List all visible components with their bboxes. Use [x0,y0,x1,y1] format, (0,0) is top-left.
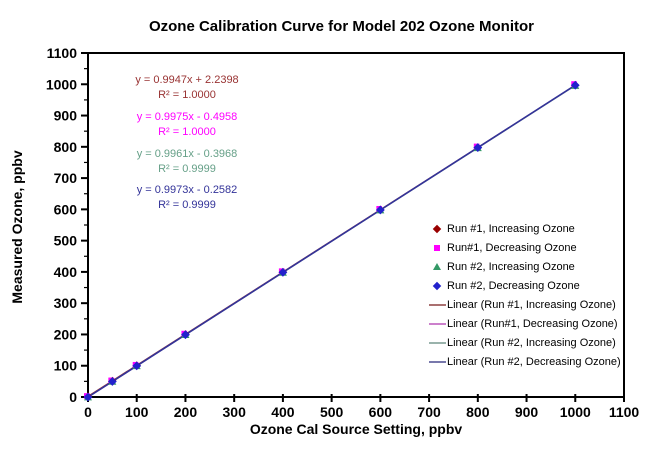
y-tick-label: 1000 [46,76,77,92]
y-tick-label: 200 [54,326,78,342]
x-tick-label: 0 [84,404,92,420]
y-axis-title: Measured Ozone, ppbv [9,150,25,304]
marker-diamond [107,377,117,386]
x-tick-label: 600 [369,404,393,420]
marker-diamond [181,330,190,340]
x-tick-label: 1000 [560,404,591,420]
marker-diamond [570,80,580,90]
chart-title: Ozone Calibration Curve for Model 202 Oz… [148,18,535,35]
y-tick-label: 0 [69,389,77,405]
y-tick-label: 1100 [47,45,78,61]
trendline [87,84,576,398]
x-tick-label: 800 [466,404,490,420]
marker-diamond [473,143,483,152]
x-axis-title: Ozone Cal Source Setting, ppbv [249,421,463,437]
x-tick-label: 700 [417,404,441,420]
y-tick-label: 900 [54,108,78,124]
y-tick-label: 800 [54,139,78,155]
x-tick-label: 200 [174,404,198,420]
x-tick-label: 300 [223,404,247,420]
y-tick-label: 700 [54,170,78,186]
y-tick-label: 500 [54,233,78,249]
y-tick-label: 600 [54,201,78,217]
x-tick-label: 500 [320,404,344,420]
x-tick-label: 400 [271,404,295,420]
x-tick-label: 900 [515,404,539,420]
x-tick-label: 1100 [609,404,640,420]
marker-diamond [278,267,288,277]
x-tick-label: 100 [125,404,149,420]
marker-diamond [132,361,142,371]
marker-diamond [83,392,93,402]
y-tick-label: 100 [54,358,78,374]
y-tick-label: 400 [54,264,78,280]
marker-diamond [375,205,385,215]
y-tick-label: 300 [54,295,78,311]
